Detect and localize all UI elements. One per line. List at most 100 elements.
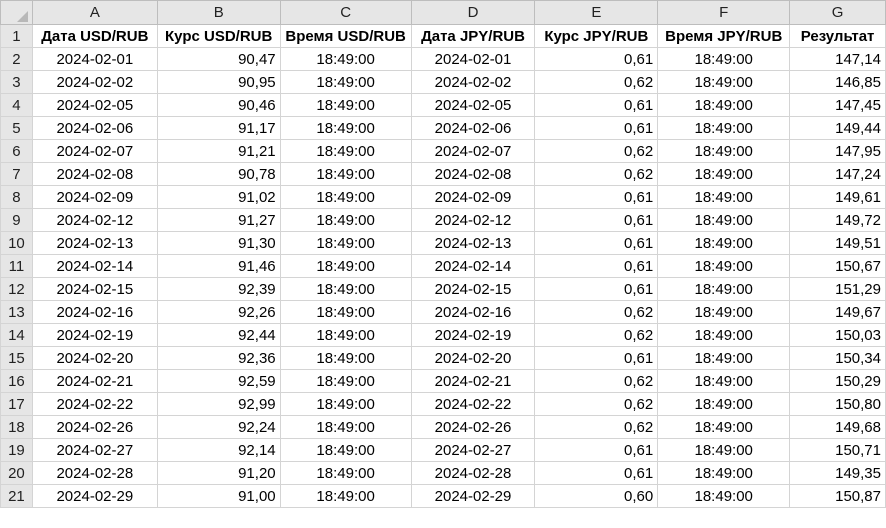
cell-date-usd[interactable]: 2024-02-12 — [31, 208, 158, 232]
cell-time-jpy[interactable]: 18:49:00 — [657, 369, 791, 393]
cell-time-usd[interactable]: 18:49:00 — [279, 277, 412, 301]
cell-rate-usd[interactable]: 92,59 — [156, 369, 281, 393]
cell-date-usd[interactable]: 2024-02-14 — [31, 254, 158, 278]
cell-result[interactable]: 147,24 — [789, 162, 886, 186]
cell-date-usd[interactable]: 2024-02-19 — [31, 323, 158, 347]
cell-time-jpy[interactable]: 18:49:00 — [657, 415, 791, 439]
cell-header-rate-usd[interactable]: Курс USD/RUB — [156, 24, 281, 48]
cell-rate-usd[interactable]: 91,46 — [156, 254, 281, 278]
cell-header-date-jpy[interactable]: Дата JPY/RUB — [410, 24, 536, 48]
cell-time-jpy[interactable]: 18:49:00 — [657, 323, 791, 347]
cell-header-time-jpy[interactable]: Время JPY/RUB — [657, 24, 791, 48]
cell-rate-usd[interactable]: 92,14 — [156, 438, 281, 462]
cell-rate-jpy[interactable]: 0,61 — [534, 438, 659, 462]
cell-rate-jpy[interactable]: 0,62 — [534, 139, 659, 163]
row-number[interactable]: 13 — [0, 300, 33, 324]
cell-time-jpy[interactable]: 18:49:00 — [657, 185, 791, 209]
cell-rate-jpy[interactable]: 0,61 — [534, 116, 659, 140]
cell-date-jpy[interactable]: 2024-02-01 — [410, 47, 536, 71]
cell-result[interactable]: 150,71 — [789, 438, 886, 462]
cell-result[interactable]: 150,80 — [789, 392, 886, 416]
row-number[interactable]: 20 — [0, 461, 33, 485]
cell-rate-jpy[interactable]: 0,60 — [534, 484, 659, 508]
cell-time-jpy[interactable]: 18:49:00 — [657, 438, 791, 462]
cell-result[interactable]: 149,61 — [789, 185, 886, 209]
cell-result[interactable]: 147,14 — [789, 47, 886, 71]
cell-date-jpy[interactable]: 2024-02-16 — [410, 300, 536, 324]
cell-rate-usd[interactable]: 90,78 — [156, 162, 281, 186]
cell-date-jpy[interactable]: 2024-02-28 — [410, 461, 536, 485]
cell-date-usd[interactable]: 2024-02-21 — [31, 369, 158, 393]
cell-time-usd[interactable]: 18:49:00 — [279, 484, 412, 508]
cell-time-jpy[interactable]: 18:49:00 — [657, 254, 791, 278]
cell-date-jpy[interactable]: 2024-02-05 — [410, 93, 536, 117]
cell-rate-jpy[interactable]: 0,61 — [534, 93, 659, 117]
cell-time-jpy[interactable]: 18:49:00 — [657, 47, 791, 71]
cell-rate-usd[interactable]: 91,17 — [156, 116, 281, 140]
select-all-corner[interactable] — [0, 0, 33, 25]
cell-date-jpy[interactable]: 2024-02-07 — [410, 139, 536, 163]
cell-rate-usd[interactable]: 92,26 — [156, 300, 281, 324]
cell-rate-jpy[interactable]: 0,62 — [534, 162, 659, 186]
cell-date-usd[interactable]: 2024-02-15 — [31, 277, 158, 301]
cell-result[interactable]: 149,72 — [789, 208, 886, 232]
cell-date-usd[interactable]: 2024-02-07 — [31, 139, 158, 163]
cell-date-usd[interactable]: 2024-02-05 — [31, 93, 158, 117]
cell-rate-jpy[interactable]: 0,61 — [534, 346, 659, 370]
cell-time-usd[interactable]: 18:49:00 — [279, 254, 412, 278]
cell-time-jpy[interactable]: 18:49:00 — [657, 300, 791, 324]
row-number[interactable]: 17 — [0, 392, 33, 416]
row-number[interactable]: 6 — [0, 139, 33, 163]
cell-time-jpy[interactable]: 18:49:00 — [657, 208, 791, 232]
cell-rate-usd[interactable]: 90,95 — [156, 70, 281, 94]
cell-rate-jpy[interactable]: 0,61 — [534, 461, 659, 485]
cell-date-jpy[interactable]: 2024-02-26 — [410, 415, 536, 439]
cell-rate-usd[interactable]: 92,99 — [156, 392, 281, 416]
cell-time-usd[interactable]: 18:49:00 — [279, 415, 412, 439]
cell-result[interactable]: 149,68 — [789, 415, 886, 439]
column-header-d[interactable]: D — [410, 0, 536, 25]
row-number[interactable]: 4 — [0, 93, 33, 117]
cell-time-usd[interactable]: 18:49:00 — [279, 300, 412, 324]
cell-date-usd[interactable]: 2024-02-16 — [31, 300, 158, 324]
cell-result[interactable]: 150,87 — [789, 484, 886, 508]
cell-date-usd[interactable]: 2024-02-06 — [31, 116, 158, 140]
row-number[interactable]: 7 — [0, 162, 33, 186]
column-header-a[interactable]: A — [31, 0, 158, 25]
cell-result[interactable]: 147,45 — [789, 93, 886, 117]
cell-result[interactable]: 147,95 — [789, 139, 886, 163]
cell-time-jpy[interactable]: 18:49:00 — [657, 70, 791, 94]
cell-rate-jpy[interactable]: 0,61 — [534, 231, 659, 255]
cell-time-jpy[interactable]: 18:49:00 — [657, 93, 791, 117]
cell-rate-jpy[interactable]: 0,61 — [534, 208, 659, 232]
column-header-e[interactable]: E — [534, 0, 659, 25]
cell-rate-usd[interactable]: 90,46 — [156, 93, 281, 117]
cell-time-usd[interactable]: 18:49:00 — [279, 47, 412, 71]
row-number[interactable]: 8 — [0, 185, 33, 209]
cell-time-usd[interactable]: 18:49:00 — [279, 392, 412, 416]
column-header-g[interactable]: G — [789, 0, 886, 25]
cell-time-usd[interactable]: 18:49:00 — [279, 231, 412, 255]
cell-rate-usd[interactable]: 91,27 — [156, 208, 281, 232]
cell-rate-jpy[interactable]: 0,62 — [534, 323, 659, 347]
cell-date-jpy[interactable]: 2024-02-27 — [410, 438, 536, 462]
cell-result[interactable]: 150,03 — [789, 323, 886, 347]
cell-time-usd[interactable]: 18:49:00 — [279, 116, 412, 140]
cell-time-jpy[interactable]: 18:49:00 — [657, 231, 791, 255]
cell-rate-jpy[interactable]: 0,61 — [534, 254, 659, 278]
row-number[interactable]: 18 — [0, 415, 33, 439]
cell-rate-jpy[interactable]: 0,62 — [534, 392, 659, 416]
cell-time-usd[interactable]: 18:49:00 — [279, 369, 412, 393]
row-number[interactable]: 1 — [0, 24, 33, 48]
cell-time-usd[interactable]: 18:49:00 — [279, 438, 412, 462]
cell-time-jpy[interactable]: 18:49:00 — [657, 116, 791, 140]
cell-time-usd[interactable]: 18:49:00 — [279, 323, 412, 347]
cell-rate-jpy[interactable]: 0,62 — [534, 369, 659, 393]
cell-time-usd[interactable]: 18:49:00 — [279, 139, 412, 163]
cell-date-jpy[interactable]: 2024-02-29 — [410, 484, 536, 508]
cell-result[interactable]: 146,85 — [789, 70, 886, 94]
row-number[interactable]: 12 — [0, 277, 33, 301]
cell-date-jpy[interactable]: 2024-02-09 — [410, 185, 536, 209]
cell-date-jpy[interactable]: 2024-02-20 — [410, 346, 536, 370]
cell-time-jpy[interactable]: 18:49:00 — [657, 277, 791, 301]
